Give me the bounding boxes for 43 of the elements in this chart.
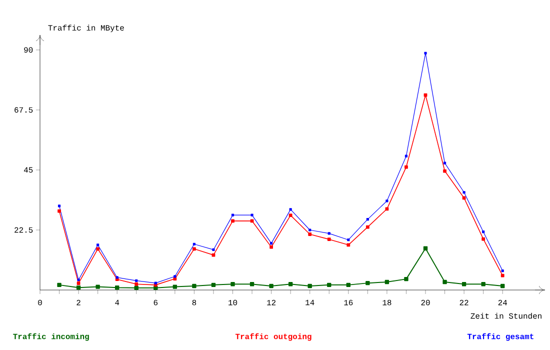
- point: [500, 274, 504, 278]
- point: [134, 286, 138, 290]
- point: [500, 284, 505, 288]
- point: [96, 284, 100, 289]
- point: [366, 280, 370, 286]
- point: [57, 282, 62, 288]
- point: [76, 282, 80, 286]
- point: [269, 284, 274, 288]
- point: [346, 243, 350, 247]
- point: [172, 284, 178, 289]
- point: [211, 282, 216, 288]
- point: [76, 286, 81, 290]
- point: [327, 282, 332, 288]
- point: [462, 282, 466, 286]
- point: [308, 232, 312, 236]
- point: [366, 225, 370, 229]
- point: [346, 282, 350, 288]
- point: [385, 207, 389, 211]
- point: [58, 209, 61, 213]
- point: [270, 245, 273, 249]
- point: [250, 282, 254, 286]
- point: [327, 238, 331, 242]
- point: [115, 286, 120, 290]
- point: [423, 246, 428, 250]
- point: [230, 282, 235, 286]
- point: [308, 284, 312, 288]
- point: [404, 165, 408, 169]
- point: [443, 169, 446, 173]
- point: [192, 284, 196, 288]
- point: [482, 237, 486, 241]
- point: [134, 282, 138, 286]
- point: [212, 253, 216, 257]
- point: [288, 282, 293, 286]
- point: [96, 247, 100, 251]
- point: [250, 219, 254, 223]
- point: [173, 277, 177, 280]
- point: [442, 280, 447, 284]
- point: [231, 219, 234, 223]
- point: [384, 280, 390, 284]
- point: [481, 282, 486, 286]
- point: [288, 214, 292, 218]
- point: [192, 247, 196, 251]
- point: [404, 276, 408, 282]
